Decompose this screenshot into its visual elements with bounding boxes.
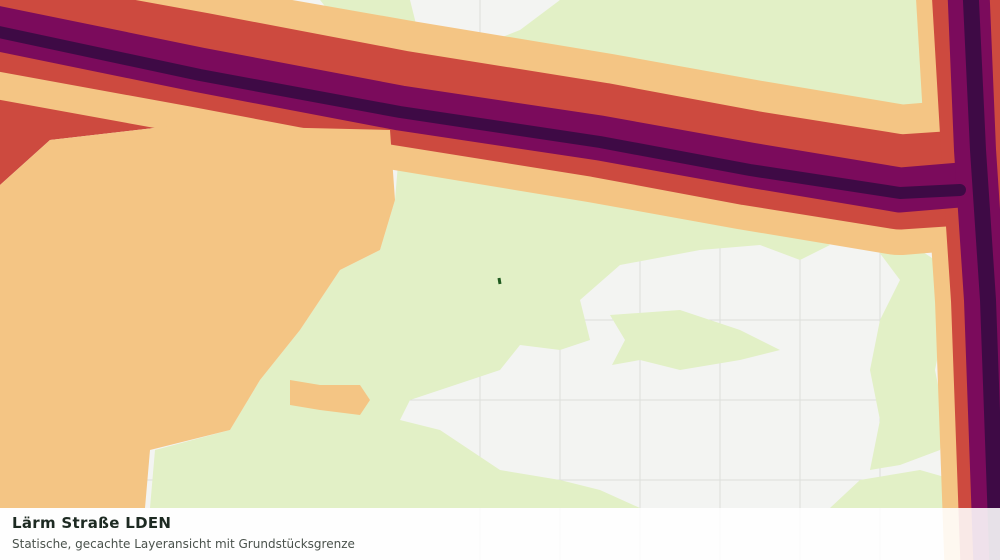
parcel-boundary — [497, 277, 502, 285]
info-panel: Lärm Straße LDEN Statische, gecachte Lay… — [0, 508, 1000, 560]
noise-zone-medium — [0, 125, 395, 508]
layer-title: Lärm Straße LDEN — [12, 514, 172, 532]
noise-zone-medium — [290, 380, 370, 415]
layer-subtitle: Statische, gecachte Layeransicht mit Gru… — [12, 537, 355, 551]
